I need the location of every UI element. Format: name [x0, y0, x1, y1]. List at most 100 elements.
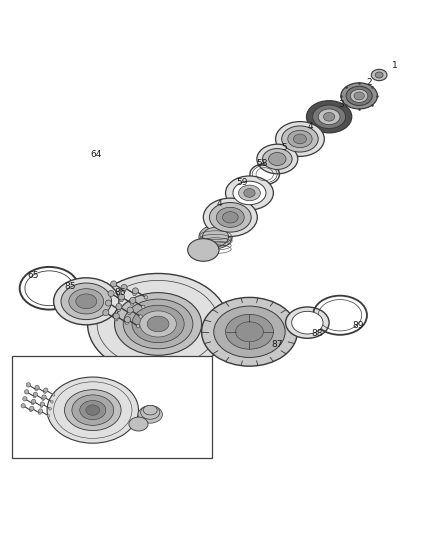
Circle shape	[39, 412, 41, 415]
Text: 59: 59	[237, 177, 248, 187]
Ellipse shape	[214, 306, 285, 358]
Circle shape	[121, 284, 127, 290]
Text: 65: 65	[27, 271, 39, 280]
Circle shape	[32, 399, 36, 403]
Text: 5: 5	[281, 143, 287, 152]
Circle shape	[30, 409, 32, 412]
Circle shape	[33, 395, 36, 398]
Circle shape	[40, 402, 45, 406]
Ellipse shape	[307, 101, 352, 133]
Ellipse shape	[350, 90, 368, 102]
Ellipse shape	[268, 152, 286, 166]
Ellipse shape	[88, 273, 229, 375]
Circle shape	[42, 395, 46, 399]
Circle shape	[103, 310, 109, 316]
Circle shape	[115, 318, 118, 321]
Ellipse shape	[293, 134, 307, 144]
Text: 64: 64	[91, 150, 102, 159]
Circle shape	[40, 405, 43, 408]
Ellipse shape	[346, 86, 372, 106]
Circle shape	[111, 281, 117, 287]
Text: 88: 88	[311, 328, 323, 337]
Ellipse shape	[143, 405, 157, 415]
Text: 4: 4	[307, 122, 313, 131]
Bar	[12, 356, 212, 458]
Text: 86: 86	[114, 288, 126, 297]
Ellipse shape	[80, 400, 106, 419]
Circle shape	[21, 403, 25, 408]
Circle shape	[125, 321, 128, 325]
Ellipse shape	[341, 83, 378, 109]
Circle shape	[120, 298, 123, 302]
Circle shape	[44, 388, 48, 392]
Circle shape	[35, 385, 39, 390]
Circle shape	[130, 297, 136, 303]
Circle shape	[132, 288, 138, 294]
Text: 3: 3	[338, 100, 344, 109]
Ellipse shape	[141, 405, 160, 419]
Circle shape	[47, 415, 49, 417]
Ellipse shape	[187, 239, 219, 261]
Circle shape	[117, 308, 120, 311]
Circle shape	[25, 390, 29, 394]
Ellipse shape	[276, 122, 324, 156]
Circle shape	[141, 305, 145, 309]
Circle shape	[44, 391, 46, 393]
Circle shape	[52, 393, 55, 396]
Ellipse shape	[86, 405, 100, 415]
Circle shape	[42, 398, 45, 400]
Ellipse shape	[147, 316, 169, 332]
Text: 87: 87	[272, 341, 283, 349]
Ellipse shape	[115, 293, 201, 356]
Ellipse shape	[223, 212, 238, 223]
Circle shape	[39, 409, 43, 413]
Circle shape	[49, 408, 51, 410]
Ellipse shape	[323, 112, 335, 121]
Ellipse shape	[226, 176, 273, 210]
Ellipse shape	[236, 322, 263, 342]
Circle shape	[139, 315, 142, 318]
Text: 2: 2	[366, 78, 372, 87]
Ellipse shape	[262, 149, 292, 169]
Circle shape	[113, 313, 119, 319]
Ellipse shape	[318, 109, 340, 125]
Circle shape	[30, 406, 34, 410]
Ellipse shape	[216, 207, 244, 228]
Ellipse shape	[354, 92, 364, 100]
Circle shape	[124, 317, 131, 322]
Ellipse shape	[199, 225, 232, 249]
Ellipse shape	[286, 307, 329, 338]
Ellipse shape	[69, 289, 104, 314]
Ellipse shape	[244, 189, 255, 197]
Ellipse shape	[132, 305, 184, 343]
Circle shape	[23, 397, 27, 401]
Ellipse shape	[123, 299, 193, 349]
Text: 85: 85	[64, 282, 76, 292]
Ellipse shape	[292, 311, 323, 334]
Ellipse shape	[76, 294, 97, 309]
Ellipse shape	[202, 228, 229, 246]
Circle shape	[116, 303, 122, 310]
Ellipse shape	[72, 395, 114, 425]
Circle shape	[122, 289, 126, 292]
Ellipse shape	[53, 278, 119, 325]
Ellipse shape	[47, 377, 138, 443]
Ellipse shape	[371, 69, 387, 80]
Circle shape	[127, 311, 131, 315]
Circle shape	[130, 302, 134, 305]
Ellipse shape	[209, 203, 251, 232]
Ellipse shape	[282, 126, 318, 152]
Circle shape	[26, 383, 31, 387]
Text: 89: 89	[353, 321, 364, 330]
Ellipse shape	[203, 198, 257, 237]
Text: 58: 58	[256, 159, 268, 168]
Ellipse shape	[61, 283, 112, 320]
Ellipse shape	[257, 144, 298, 174]
Circle shape	[35, 389, 38, 391]
Ellipse shape	[140, 311, 177, 337]
Ellipse shape	[226, 314, 273, 349]
Circle shape	[32, 402, 34, 405]
Ellipse shape	[201, 297, 297, 366]
Ellipse shape	[233, 181, 266, 205]
Circle shape	[136, 325, 140, 328]
